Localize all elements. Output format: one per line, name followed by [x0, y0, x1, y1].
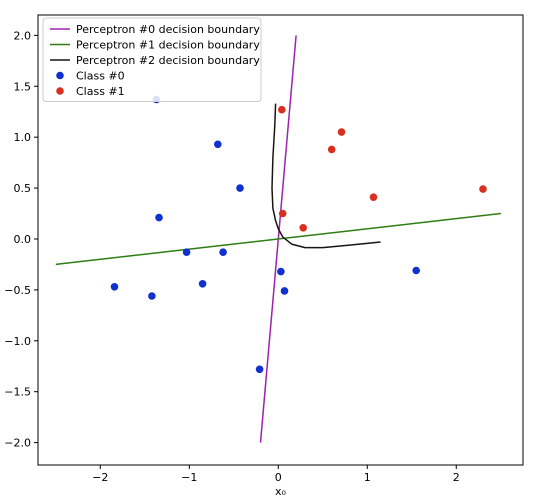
legend-label-class-0: Class #0 — [76, 70, 125, 83]
point-class-0-2 — [236, 184, 244, 192]
x-tick-label: 0 — [275, 471, 282, 484]
y-tick-label: 0.0 — [14, 233, 32, 246]
y-tick-label: 0.5 — [14, 182, 32, 195]
point-class-0-1 — [214, 140, 222, 149]
y-tick-label: −0.5 — [4, 284, 31, 297]
point-class-1-3 — [369, 193, 378, 201]
point-class-0-7 — [198, 280, 207, 288]
x-tick-label: −2 — [92, 471, 108, 484]
point-class-0-10 — [412, 266, 421, 275]
point-class-0-4 — [182, 248, 191, 256]
y-tick-label: 1.5 — [14, 80, 32, 93]
y-tick-label: −1.0 — [4, 335, 31, 348]
legend-swatch-class-0 — [56, 71, 64, 80]
point-class-1-5 — [278, 209, 287, 218]
y-tick-label: −1.5 — [4, 386, 31, 399]
point-class-0-6 — [110, 283, 119, 291]
plot-marks — [55, 35, 501, 443]
boundary-line-2 — [271, 103, 381, 249]
y-tick-label: −2.0 — [4, 437, 31, 450]
point-class-0-5 — [219, 248, 227, 256]
x-tick-label: 2 — [453, 471, 460, 484]
point-class-1-1 — [337, 128, 346, 136]
legend-label-perceptron-2-decision-boundary: Perceptron #2 decision boundary — [76, 54, 260, 67]
point-class-1-6 — [299, 224, 308, 232]
point-class-0-3 — [155, 213, 163, 222]
point-class-0-8 — [148, 292, 156, 300]
x-tick-label: 1 — [364, 471, 371, 484]
plot-frame — [37, 14, 524, 466]
legend-swatch-class-1 — [56, 87, 64, 95]
legend-box — [42, 17, 262, 102]
point-class-0-9 — [277, 267, 285, 276]
axis-ticks: −2 −1 0 1 2 −2.0 −1.5 −1.0 −0.5 0.0 0.5 1.0 1.5 2.0 — [4, 29, 459, 484]
point-class-1-0 — [278, 105, 286, 114]
point-class-1-4 — [479, 185, 487, 193]
point-class-0-12 — [255, 365, 264, 374]
legend-label-perceptron-0-decision-boundary: Perceptron #0 decision boundary — [76, 23, 260, 36]
point-class-0-11 — [280, 287, 289, 295]
legend: Perceptron #0 decision boundary Perceptro… — [42, 17, 262, 102]
y-tick-label: 1.0 — [14, 131, 32, 144]
point-class-1-2 — [327, 145, 336, 154]
legend-label-class-1: Class #1 — [76, 85, 125, 98]
x-tick-label: −1 — [181, 471, 197, 484]
x-axis-label: x₀ — [275, 485, 287, 498]
legend-label-perceptron-1-decision-boundary: Perceptron #1 decision boundary — [76, 39, 260, 52]
boundary-line-1 — [55, 212, 501, 266]
y-tick-label: 2.0 — [14, 29, 32, 42]
